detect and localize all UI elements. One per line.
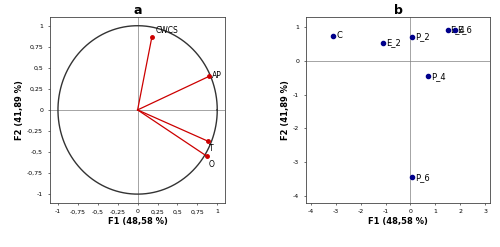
- Text: P_6: P_6: [415, 173, 430, 182]
- X-axis label: F1 (48,58 %): F1 (48,58 %): [108, 217, 168, 226]
- X-axis label: F1 (48,58 %): F1 (48,58 %): [368, 217, 428, 226]
- Text: P_2: P_2: [415, 32, 430, 41]
- Text: AP: AP: [212, 71, 222, 80]
- Title: b: b: [394, 4, 402, 17]
- Text: CWCS: CWCS: [155, 26, 178, 35]
- Text: T: T: [210, 144, 214, 153]
- Y-axis label: F2 (41,89 %): F2 (41,89 %): [16, 80, 24, 140]
- Text: E_4: E_4: [450, 25, 465, 34]
- Text: O: O: [208, 160, 214, 169]
- Text: E_2: E_2: [386, 38, 401, 47]
- Text: E_6: E_6: [457, 25, 472, 34]
- Text: C: C: [336, 31, 342, 40]
- Y-axis label: F2 (41,89 %): F2 (41,89 %): [281, 80, 290, 140]
- Title: a: a: [134, 4, 142, 17]
- Text: P_4: P_4: [431, 72, 446, 81]
